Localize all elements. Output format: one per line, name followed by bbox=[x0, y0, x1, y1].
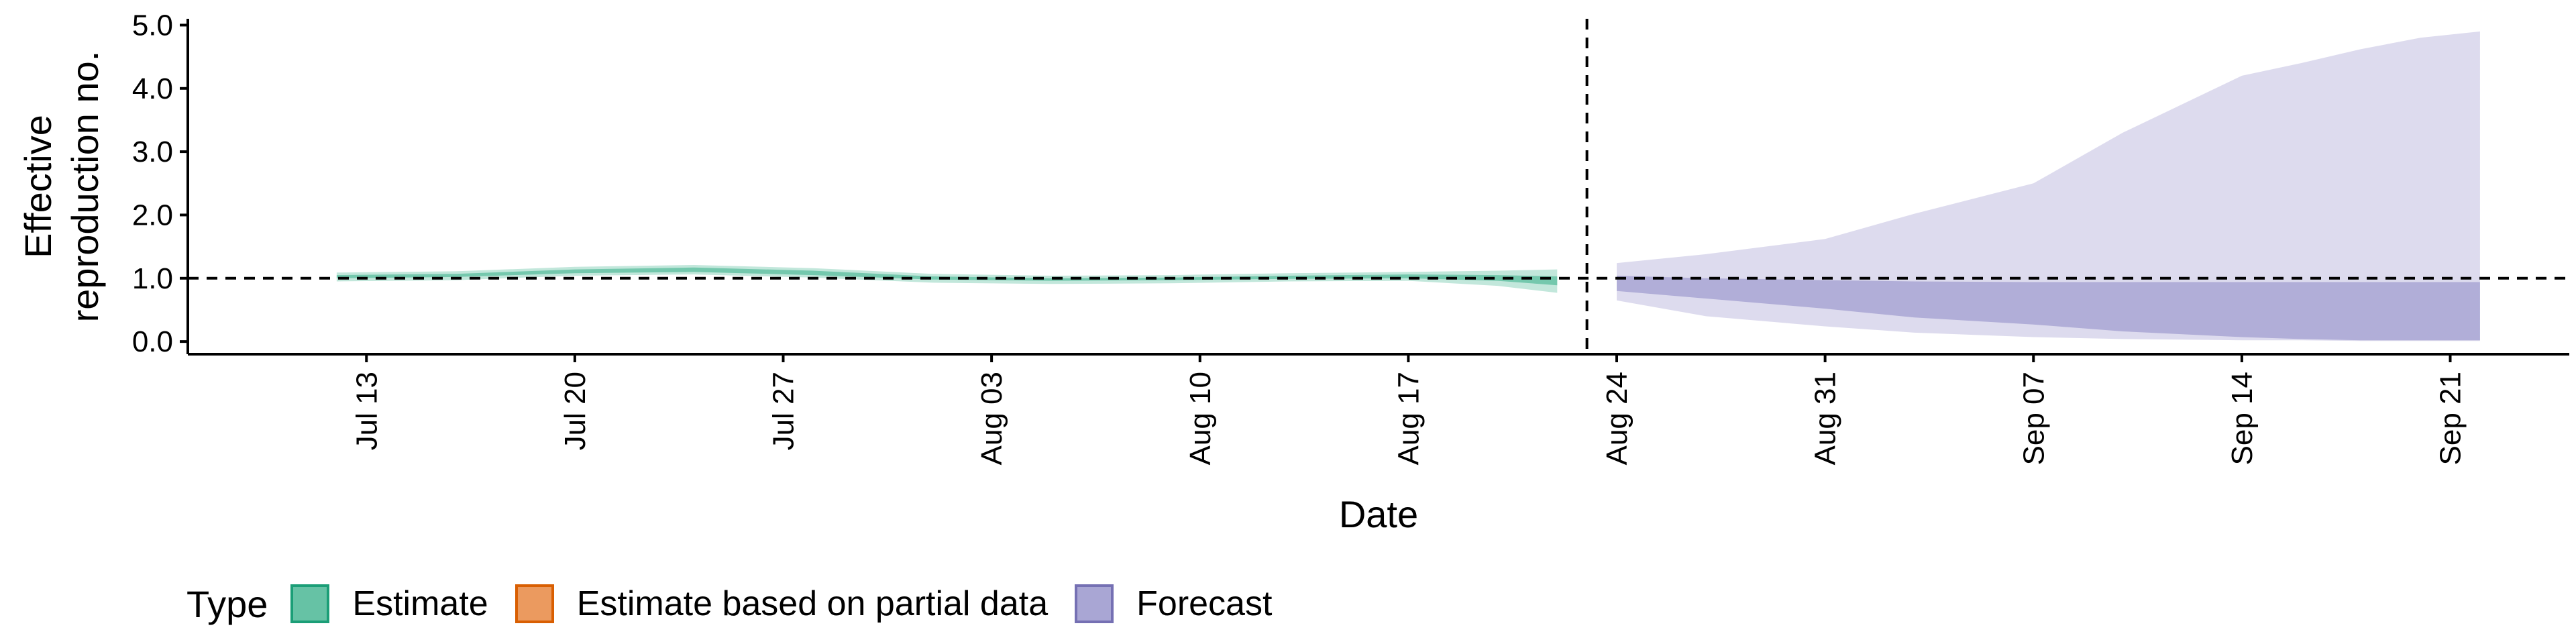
forecast-outer-band bbox=[1617, 31, 2480, 341]
legend-key-partial bbox=[515, 584, 554, 623]
y-tick-label: 4.0 bbox=[132, 72, 173, 105]
y-tick-label: 3.0 bbox=[132, 136, 173, 168]
y-tick-label: 0.0 bbox=[132, 325, 173, 358]
legend-key-estimate bbox=[290, 584, 330, 623]
x-tick-label: Sep 21 bbox=[2434, 372, 2467, 465]
y-axis-title-line: reproduction no. bbox=[64, 51, 106, 323]
x-tick-label: Jul 27 bbox=[767, 372, 800, 450]
x-axis-title: Date bbox=[1339, 493, 1418, 535]
estimate-inner-band bbox=[336, 267, 1558, 286]
legend: Type Estimate Estimate based on partial … bbox=[186, 570, 1299, 637]
legend-label-forecast: Forecast bbox=[1136, 584, 1273, 623]
legend-label-estimate: Estimate bbox=[352, 584, 488, 623]
x-tick-label: Aug 03 bbox=[975, 372, 1008, 465]
x-tick-label: Jul 13 bbox=[350, 372, 383, 450]
legend-key-forecast bbox=[1075, 584, 1114, 623]
y-tick-label: 2.0 bbox=[132, 199, 173, 231]
x-tick-label: Aug 10 bbox=[1184, 372, 1217, 465]
x-tick-label: Aug 24 bbox=[1601, 372, 1633, 465]
legend-item-estimate: Estimate bbox=[290, 584, 488, 624]
y-axis-title-line: Effective bbox=[17, 115, 59, 258]
forecast-inner-band bbox=[1617, 276, 2480, 341]
x-tick-label: Sep 07 bbox=[2017, 372, 2050, 465]
legend-item-forecast: Forecast bbox=[1075, 584, 1272, 624]
legend-label-partial: Estimate based on partial data bbox=[576, 584, 1049, 623]
legend-item-partial: Estimate based on partial data bbox=[515, 584, 1048, 624]
x-tick-label: Aug 17 bbox=[1392, 372, 1425, 465]
x-tick-label: Sep 14 bbox=[2226, 372, 2259, 465]
y-tick-label: 5.0 bbox=[132, 9, 173, 42]
y-tick-label: 1.0 bbox=[132, 262, 173, 295]
x-tick-label: Jul 20 bbox=[559, 372, 592, 450]
x-tick-label: Aug 31 bbox=[1809, 372, 1842, 465]
legend-title: Type bbox=[186, 582, 268, 625]
